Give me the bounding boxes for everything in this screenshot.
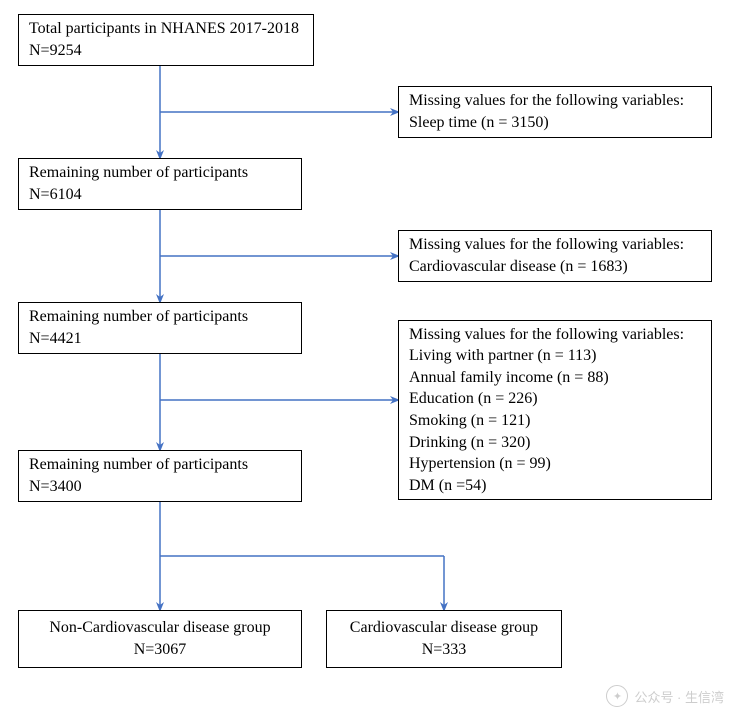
flow-node-line: Cardiovascular disease (n = 1683) bbox=[409, 256, 701, 278]
flow-node-line: Hypertension (n = 99) bbox=[409, 453, 701, 475]
flow-node-line: Non-Cardiovascular disease group bbox=[29, 617, 291, 639]
watermark: ✦ 公众号 · 生信湾 bbox=[606, 685, 724, 707]
flow-node-g2: Cardiovascular disease groupN=333 bbox=[326, 610, 562, 668]
flow-node-e2: Missing values for the following variabl… bbox=[398, 230, 712, 282]
flow-node-line: Remaining number of participants bbox=[29, 306, 291, 328]
flow-node-line: N=4421 bbox=[29, 328, 291, 350]
flow-node-line: Smoking (n = 121) bbox=[409, 410, 701, 432]
flow-node-e3: Missing values for the following variabl… bbox=[398, 320, 712, 500]
flow-node-n2: Remaining number of participantsN=6104 bbox=[18, 158, 302, 210]
flow-node-line: Drinking (n = 320) bbox=[409, 432, 701, 454]
flow-node-line: Living with partner (n = 113) bbox=[409, 345, 701, 367]
flow-node-n4: Remaining number of participantsN=3400 bbox=[18, 450, 302, 502]
flow-node-n3: Remaining number of participantsN=4421 bbox=[18, 302, 302, 354]
wechat-icon: ✦ bbox=[606, 685, 628, 707]
flow-node-line: N=3400 bbox=[29, 476, 291, 498]
flow-node-line: Missing values for the following variabl… bbox=[409, 324, 701, 346]
flow-node-line: Sleep time (n = 3150) bbox=[409, 112, 701, 134]
flow-node-line: Remaining number of participants bbox=[29, 162, 291, 184]
flowchart-container: ✦ 公众号 · 生信湾 Total participants in NHANES… bbox=[0, 0, 734, 715]
flow-node-g1: Non-Cardiovascular disease groupN=3067 bbox=[18, 610, 302, 668]
flow-node-line: Annual family income (n = 88) bbox=[409, 367, 701, 389]
flow-node-line: N=3067 bbox=[29, 639, 291, 661]
flow-node-line: N=9254 bbox=[29, 40, 303, 62]
flow-node-line: N=333 bbox=[337, 639, 551, 661]
flow-node-line: Missing values for the following variabl… bbox=[409, 90, 701, 112]
flow-node-e1: Missing values for the following variabl… bbox=[398, 86, 712, 138]
flow-node-line: Total participants in NHANES 2017-2018 bbox=[29, 18, 303, 40]
flow-node-line: DM (n =54) bbox=[409, 475, 701, 497]
flow-node-line: Remaining number of participants bbox=[29, 454, 291, 476]
flow-node-n1: Total participants in NHANES 2017-2018N=… bbox=[18, 14, 314, 66]
flow-node-line: Missing values for the following variabl… bbox=[409, 234, 701, 256]
flow-node-line: Education (n = 226) bbox=[409, 388, 701, 410]
flow-node-line: N=6104 bbox=[29, 184, 291, 206]
flow-node-line: Cardiovascular disease group bbox=[337, 617, 551, 639]
watermark-text: 公众号 · 生信湾 bbox=[634, 687, 724, 706]
